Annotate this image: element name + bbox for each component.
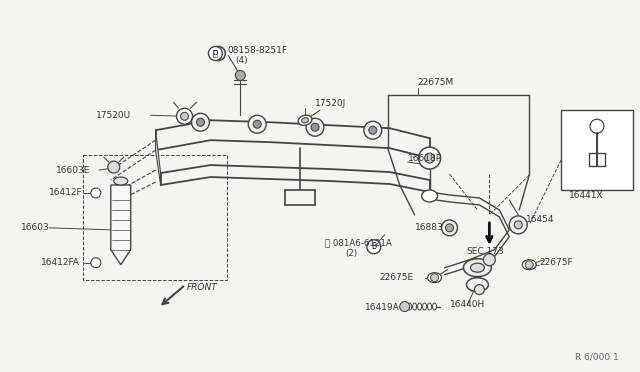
Text: SEC.173: SEC.173 [467,247,504,256]
Circle shape [236,70,245,80]
Circle shape [419,147,440,169]
Bar [83,155,227,280]
Ellipse shape [413,303,417,310]
Ellipse shape [463,259,492,277]
Circle shape [177,108,193,124]
Text: D: D [212,51,218,57]
Ellipse shape [403,303,406,310]
Circle shape [91,258,101,268]
Text: 22675M: 22675M [418,78,454,87]
Circle shape [211,46,225,61]
Text: Ⓓ: Ⓓ [213,49,218,58]
Text: 16603: 16603 [21,223,50,232]
Ellipse shape [114,177,128,185]
Circle shape [515,221,522,229]
Circle shape [509,216,527,234]
Text: Ⓓ 081A6-6121A: Ⓓ 081A6-6121A [325,238,392,247]
Circle shape [209,46,222,61]
Circle shape [248,115,266,133]
FancyBboxPatch shape [561,110,633,190]
Circle shape [367,240,381,254]
Circle shape [196,118,204,126]
Circle shape [400,302,410,311]
Polygon shape [111,185,131,265]
Ellipse shape [418,303,422,310]
Ellipse shape [522,260,536,270]
Circle shape [424,153,435,163]
Ellipse shape [428,273,442,283]
Circle shape [108,161,120,173]
Circle shape [369,126,377,134]
Circle shape [474,285,484,295]
Circle shape [525,261,533,269]
Ellipse shape [428,303,431,310]
Circle shape [91,188,101,198]
Text: 16618P: 16618P [408,154,442,163]
Text: 22675F: 22675F [539,258,573,267]
Circle shape [191,113,209,131]
Text: FRONT: FRONT [186,283,217,292]
Text: 16419A: 16419A [365,303,399,312]
Ellipse shape [408,303,412,310]
Circle shape [442,220,458,236]
Ellipse shape [470,263,484,272]
Circle shape [431,274,438,282]
Text: 16412FA: 16412FA [41,258,80,267]
Circle shape [180,112,189,120]
Circle shape [364,121,382,139]
Ellipse shape [298,115,312,125]
Text: B: B [371,242,376,251]
Text: 16603E: 16603E [56,166,90,174]
Text: 22675E: 22675E [380,273,414,282]
Circle shape [253,120,261,128]
Ellipse shape [467,278,488,292]
Text: 16883: 16883 [415,223,444,232]
Ellipse shape [422,190,438,202]
Text: 17520U: 17520U [96,111,131,120]
Text: 16441X: 16441X [569,192,604,201]
Text: (2): (2) [345,249,357,258]
Text: 17520J: 17520J [315,99,346,108]
Polygon shape [156,130,161,185]
Circle shape [306,118,324,136]
Text: 16454: 16454 [526,215,555,224]
Ellipse shape [422,303,427,310]
Text: 16440H: 16440H [449,300,484,309]
Ellipse shape [301,118,308,123]
Circle shape [311,123,319,131]
Circle shape [483,254,495,266]
Circle shape [445,224,454,232]
Text: (4): (4) [236,56,248,65]
Text: 08158-8251F: 08158-8251F [227,46,287,55]
Text: 16412F: 16412F [49,189,83,198]
Text: R 6/000 1: R 6/000 1 [575,353,619,362]
Ellipse shape [433,303,436,310]
Circle shape [590,119,604,133]
